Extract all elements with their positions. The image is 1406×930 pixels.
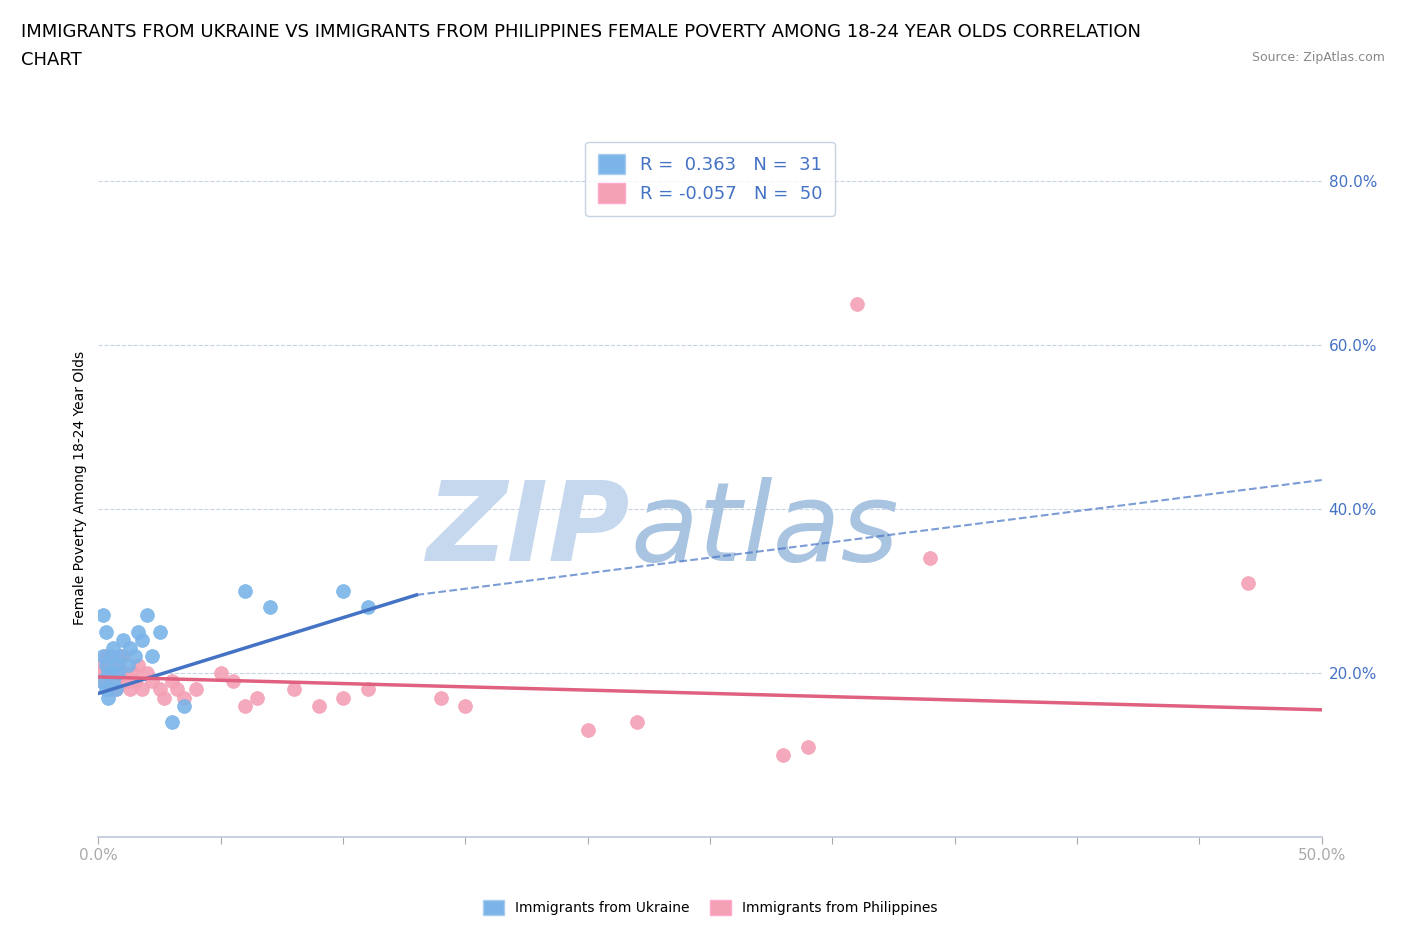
- Point: [100, 666, 122, 681]
- Point: [111, 673, 134, 688]
- Point: [104, 682, 127, 697]
- Point: [120, 682, 142, 697]
- Text: ZIP: ZIP: [427, 476, 630, 584]
- Point: [101, 658, 124, 672]
- Point: [117, 673, 139, 688]
- Point: [430, 690, 453, 705]
- Point: [90, 673, 112, 688]
- Point: [110, 649, 132, 664]
- Point: [94, 658, 117, 672]
- Point: [111, 632, 134, 647]
- Point: [111, 649, 134, 664]
- Point: [186, 682, 208, 697]
- Point: [127, 624, 149, 639]
- Point: [259, 600, 281, 615]
- Point: [90, 666, 112, 681]
- Point: [91, 608, 114, 623]
- Point: [91, 649, 114, 664]
- Point: [576, 723, 599, 737]
- Point: [107, 658, 129, 672]
- Text: CHART: CHART: [21, 51, 82, 69]
- Point: [233, 698, 256, 713]
- Point: [141, 673, 163, 688]
- Point: [100, 682, 122, 697]
- Point: [153, 690, 176, 705]
- Point: [131, 632, 153, 647]
- Point: [136, 666, 159, 681]
- Point: [233, 583, 256, 598]
- Point: [246, 690, 269, 705]
- Point: [100, 666, 122, 681]
- Point: [101, 673, 124, 688]
- Point: [94, 649, 117, 664]
- Point: [160, 673, 183, 688]
- Point: [454, 698, 477, 713]
- Point: [332, 690, 354, 705]
- Point: [209, 666, 232, 681]
- Point: [94, 682, 117, 697]
- Point: [356, 600, 378, 615]
- Point: [97, 658, 120, 672]
- Legend: Immigrants from Ukraine, Immigrants from Philippines: Immigrants from Ukraine, Immigrants from…: [477, 895, 943, 921]
- Point: [117, 658, 139, 672]
- Point: [136, 608, 159, 623]
- Point: [141, 649, 163, 664]
- Point: [173, 698, 195, 713]
- Point: [626, 714, 648, 729]
- Point: [94, 666, 117, 681]
- Point: [920, 551, 942, 565]
- Point: [97, 666, 120, 681]
- Point: [332, 583, 354, 598]
- Point: [356, 682, 378, 697]
- Text: atlas: atlas: [630, 476, 900, 584]
- Point: [797, 739, 820, 754]
- Point: [121, 666, 143, 681]
- Y-axis label: Female Poverty Among 18-24 Year Olds: Female Poverty Among 18-24 Year Olds: [73, 352, 87, 625]
- Point: [149, 682, 172, 697]
- Point: [173, 690, 195, 705]
- Point: [124, 673, 146, 688]
- Text: Source: ZipAtlas.com: Source: ZipAtlas.com: [1251, 51, 1385, 64]
- Point: [97, 690, 120, 705]
- Point: [308, 698, 330, 713]
- Point: [131, 682, 153, 697]
- Point: [104, 682, 127, 697]
- Point: [222, 673, 245, 688]
- Point: [91, 673, 114, 688]
- Point: [94, 624, 117, 639]
- Point: [120, 641, 142, 656]
- Point: [91, 658, 114, 672]
- Point: [100, 649, 122, 664]
- Point: [110, 666, 132, 681]
- Point: [845, 296, 868, 311]
- Point: [160, 714, 183, 729]
- Point: [97, 673, 120, 688]
- Point: [104, 658, 127, 672]
- Point: [283, 682, 305, 697]
- Point: [104, 666, 127, 681]
- Point: [101, 641, 124, 656]
- Point: [101, 673, 124, 688]
- Point: [107, 673, 129, 688]
- Point: [1237, 575, 1260, 590]
- Point: [772, 748, 794, 763]
- Point: [127, 658, 149, 672]
- Point: [107, 666, 129, 681]
- Point: [114, 666, 136, 681]
- Point: [124, 649, 146, 664]
- Point: [166, 682, 188, 697]
- Point: [149, 624, 172, 639]
- Text: IMMIGRANTS FROM UKRAINE VS IMMIGRANTS FROM PHILIPPINES FEMALE POVERTY AMONG 18-2: IMMIGRANTS FROM UKRAINE VS IMMIGRANTS FR…: [21, 23, 1142, 41]
